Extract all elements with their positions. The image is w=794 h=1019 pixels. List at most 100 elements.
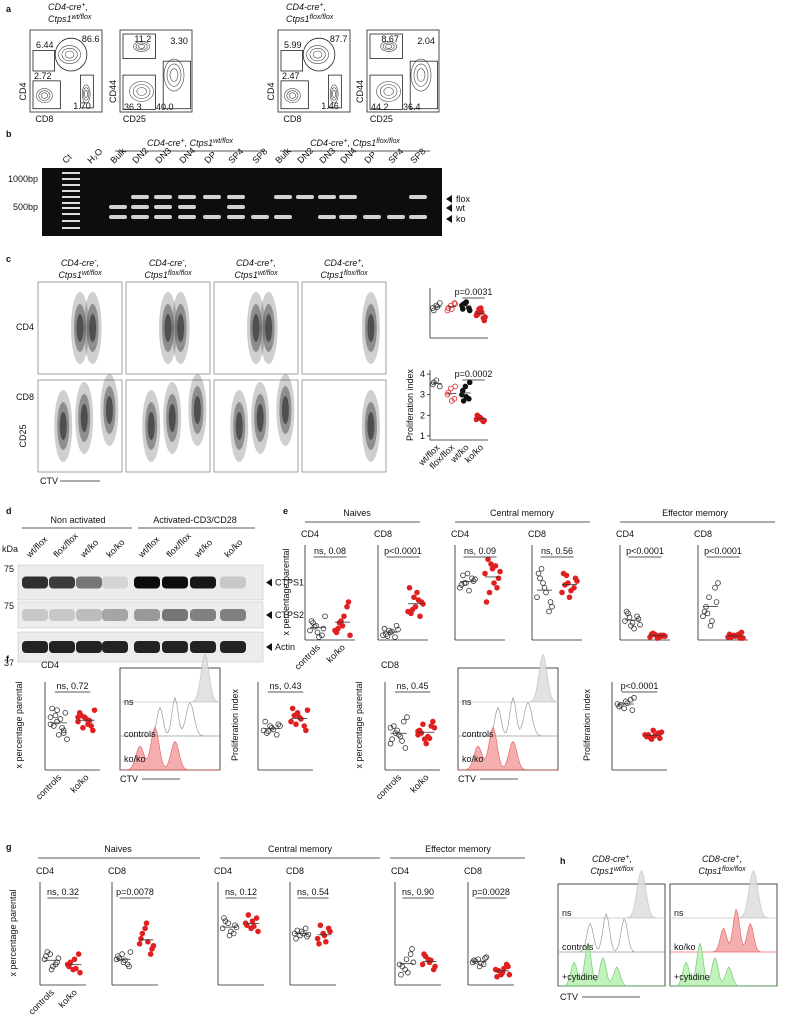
- gate: [327, 74, 342, 109]
- data-point: [380, 632, 386, 639]
- panel-label: c: [6, 254, 11, 264]
- data-point: [142, 925, 148, 932]
- stat-label: ns, 0.32: [47, 887, 79, 897]
- lane-label: DN3: [153, 146, 173, 166]
- contour: [382, 42, 395, 51]
- axis-title: CD8: [35, 114, 53, 124]
- data-point: [302, 925, 309, 932]
- gate-value: 11.2: [134, 34, 151, 44]
- data-point: [414, 589, 420, 596]
- histogram-label: ko/ko: [462, 754, 484, 764]
- contour: [129, 81, 154, 102]
- gel-band: [178, 195, 196, 199]
- data-point: [398, 971, 404, 978]
- histogram: [670, 869, 777, 919]
- data-point: [145, 938, 151, 945]
- data-point: [566, 594, 573, 601]
- panel-label: a: [6, 4, 12, 14]
- panel-label: g: [6, 842, 12, 852]
- data-point: [406, 584, 413, 591]
- data-point: [715, 580, 721, 586]
- data-point: [464, 570, 471, 577]
- data-point: [469, 575, 475, 582]
- text-segment: ,: [97, 258, 100, 268]
- data-point: [466, 307, 473, 314]
- lane-label: DN2: [295, 146, 315, 166]
- row-label: CD4: [16, 322, 34, 332]
- text-segment: +: [320, 2, 324, 9]
- axis-title: CD25: [18, 424, 28, 447]
- cell-density: [76, 314, 84, 342]
- gel-band: [178, 205, 196, 209]
- histogram-label: ns: [124, 697, 134, 707]
- text-segment: wt/flox: [258, 270, 278, 277]
- contour: [163, 58, 185, 92]
- plot-title: CD8: [694, 529, 712, 539]
- band-label: flox: [456, 194, 471, 204]
- text-segment: -: [182, 258, 185, 265]
- category-label: ko/ko: [325, 642, 347, 664]
- gate: [369, 33, 403, 60]
- data-point: [86, 717, 93, 724]
- flow-plot: [119, 29, 193, 113]
- group-header: Effector memory: [425, 844, 491, 854]
- text-segment: ,: [86, 2, 89, 12]
- data-point: [431, 724, 438, 731]
- data-point: [657, 735, 663, 742]
- panel-label: d: [6, 506, 12, 516]
- data-point: [491, 580, 497, 586]
- data-point: [384, 633, 391, 639]
- data-point: [265, 728, 272, 735]
- histogram-label: +cytidine: [562, 972, 598, 982]
- histogram-label: +cytidine: [674, 972, 710, 982]
- data-point: [268, 724, 275, 731]
- contour: [61, 47, 78, 62]
- data-point: [311, 623, 318, 630]
- data-point: [138, 935, 144, 942]
- gate-value: 2.04: [417, 36, 435, 46]
- data-point: [75, 714, 81, 720]
- data-point: [304, 707, 311, 713]
- data-point: [501, 965, 507, 972]
- blot-band: [49, 641, 75, 653]
- data-point: [263, 730, 270, 736]
- data-point: [652, 732, 658, 739]
- lane-label: SP8: [408, 146, 427, 165]
- lane-label: DP: [202, 149, 218, 165]
- data-point: [345, 599, 352, 605]
- data-point: [482, 314, 488, 320]
- gel-band: [409, 215, 427, 219]
- data-point: [563, 572, 570, 579]
- data-point: [67, 959, 74, 966]
- data-point: [457, 584, 463, 591]
- gate-value: 44.2: [371, 102, 389, 112]
- text-segment: CD4-cre: [149, 258, 183, 268]
- data-point: [415, 597, 422, 603]
- histogram-label: ko/ko: [124, 754, 146, 764]
- data-point: [291, 712, 298, 719]
- blot-band: [134, 576, 160, 589]
- data-point: [423, 740, 430, 747]
- blot-band: [76, 641, 102, 653]
- contour: [36, 88, 53, 103]
- gate-value: 40.0: [156, 102, 174, 112]
- group-header: Naives: [343, 508, 371, 518]
- group-header: Non activated: [50, 515, 105, 525]
- data-point: [706, 594, 712, 601]
- contour: [84, 90, 89, 98]
- gate-value: 1.46: [321, 101, 339, 111]
- data-point: [319, 632, 325, 639]
- data-point: [617, 702, 624, 708]
- axis-title: CTV: [120, 774, 138, 784]
- contour: [331, 87, 338, 101]
- data-point: [486, 589, 493, 596]
- ladder-band: [62, 220, 80, 222]
- stat-label: ns, 0.56: [541, 546, 573, 556]
- data-point: [628, 622, 634, 629]
- data-point: [50, 963, 56, 970]
- data-point: [59, 724, 65, 731]
- data-point: [321, 932, 328, 939]
- axis-title: x percentage parental: [281, 548, 291, 635]
- data-point: [307, 627, 313, 634]
